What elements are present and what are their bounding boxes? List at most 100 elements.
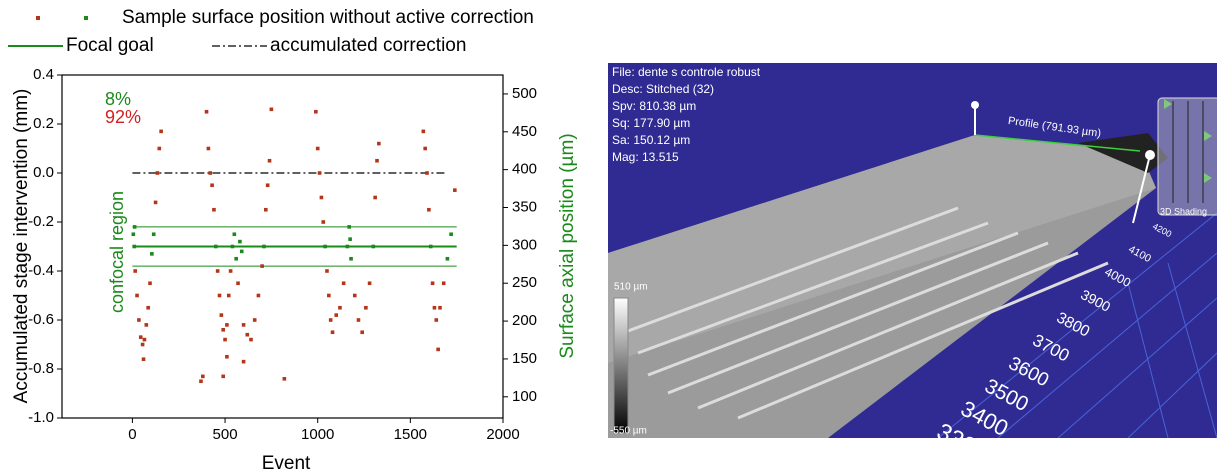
x-tick-label: 2000 — [486, 426, 519, 443]
data-point — [445, 256, 450, 261]
y-tick-label: 0.4 — [33, 66, 54, 83]
data-point — [138, 335, 143, 339]
data-point — [135, 293, 139, 298]
shading-lines — [1172, 101, 1204, 203]
data-point — [133, 269, 137, 273]
data-point — [264, 207, 268, 212]
data-point — [249, 337, 253, 342]
data-point — [328, 318, 333, 322]
data-point — [438, 305, 442, 310]
data-point — [265, 183, 270, 188]
data-point — [430, 281, 435, 286]
y2-axis-title: Surface axial position (µm) — [557, 133, 578, 358]
pin — [1132, 154, 1151, 224]
data-point — [432, 305, 437, 310]
data-point — [148, 281, 152, 286]
plot-frame — [61, 74, 504, 419]
y2-tick-label: 500 — [512, 85, 537, 102]
data-point — [221, 374, 226, 379]
data-point — [239, 249, 244, 254]
data-point — [260, 264, 264, 268]
pin-head — [971, 101, 979, 109]
grid — [937, 212, 1217, 438]
data-point — [204, 109, 209, 114]
data-point — [217, 293, 222, 298]
shading-label: 3D Shading — [1160, 206, 1207, 216]
info-line: Sq: 177.90 µm — [612, 116, 690, 130]
data-point — [314, 109, 318, 114]
data-point — [352, 293, 357, 298]
data-point — [232, 232, 237, 237]
data-point — [421, 129, 426, 134]
x-tick-label: 1500 — [394, 426, 427, 443]
data-point — [373, 195, 377, 200]
sample-top — [608, 135, 1156, 363]
data-point — [215, 269, 220, 273]
y2-tick-label: 350 — [512, 198, 537, 215]
x-tick-label: 0 — [128, 426, 136, 443]
data-point — [146, 305, 150, 310]
confocal-label: confocal region — [107, 191, 127, 313]
legend-label: Sample surface position without active c… — [122, 7, 534, 28]
data-point — [132, 225, 137, 229]
profile-line — [974, 134, 1141, 152]
annotation: 92% — [105, 107, 141, 127]
data-point — [241, 359, 246, 364]
data-point — [267, 158, 272, 163]
data-point — [137, 318, 141, 322]
data-point — [377, 141, 381, 146]
data-point — [441, 281, 446, 286]
data-point — [349, 256, 353, 261]
legend-marker — [36, 16, 40, 20]
data-point — [144, 323, 149, 327]
data-point — [262, 244, 266, 249]
y-tick-label: -0.4 — [28, 262, 54, 279]
data-point — [230, 244, 235, 249]
y2-tick-label: 200 — [512, 312, 537, 329]
chart: Event Accumulated stage intervention (mm… — [8, 7, 578, 474]
data-point — [436, 347, 440, 352]
data-point — [269, 107, 274, 112]
data-point — [319, 195, 324, 200]
y-tick-label: 0.2 — [33, 115, 54, 132]
data-point — [151, 232, 156, 237]
data-point — [234, 256, 238, 261]
data-point — [423, 146, 427, 151]
legend-label: Focal goal — [66, 35, 154, 56]
data-point — [348, 237, 352, 241]
data-point — [427, 207, 431, 212]
data-point — [221, 328, 226, 332]
colorbar-min: -550 µm — [610, 426, 647, 437]
data-point — [323, 244, 327, 249]
y-tick-label: -0.8 — [28, 360, 54, 377]
data-point — [252, 318, 257, 322]
data-point — [360, 330, 364, 335]
info-line: Sa: 150.12 µm — [612, 133, 690, 147]
data-point — [453, 188, 457, 192]
data-point — [317, 171, 322, 175]
surface-render: Profile (791.93 µm) 3D Shading 510 µm -5… — [608, 63, 1217, 438]
data-point — [347, 225, 352, 229]
data-point — [206, 146, 211, 151]
data-point — [434, 318, 439, 322]
y2-tick-label: 150 — [512, 350, 537, 367]
data-point — [153, 200, 158, 205]
data-point — [132, 244, 137, 249]
y-tick-label: 0.0 — [33, 164, 54, 181]
data-point — [208, 171, 213, 175]
y2-tick-label: 400 — [512, 161, 537, 178]
data-point — [212, 207, 216, 212]
data-point — [159, 129, 163, 134]
data-point — [236, 281, 240, 286]
data-point — [364, 305, 368, 310]
data-point — [155, 171, 160, 175]
data-point — [449, 232, 453, 237]
y2-tick-label: 250 — [512, 274, 537, 291]
colorbar-max: 510 µm — [614, 282, 648, 293]
data-point — [367, 281, 372, 286]
data-point — [325, 269, 329, 273]
data-point — [375, 158, 379, 163]
colorbar — [613, 297, 629, 434]
shading-arrows — [1164, 99, 1212, 183]
x-axis-title: Event — [262, 453, 311, 474]
